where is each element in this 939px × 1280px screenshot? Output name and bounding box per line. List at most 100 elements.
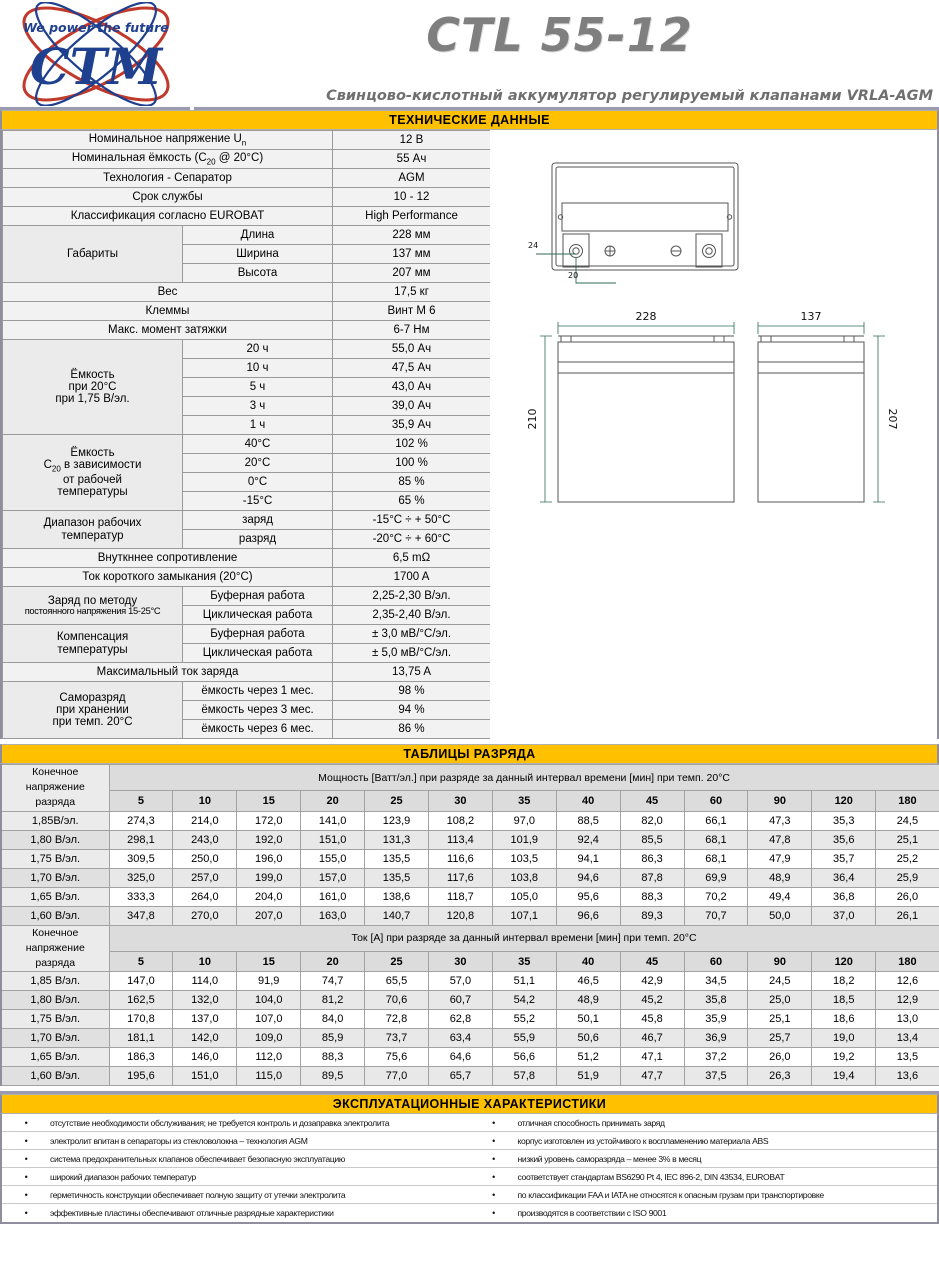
- row-label: 20°C: [182, 453, 333, 473]
- section-spacer-2: [0, 1086, 939, 1092]
- row-label: Номинальное напряжение U: [88, 132, 242, 145]
- row-label: 3 ч: [182, 396, 333, 416]
- row-label: Длина: [182, 225, 333, 245]
- cell: 157,0: [300, 867, 366, 888]
- feature-text: электролит впитан в сепараторы из стекло…: [50, 1135, 308, 1146]
- cell: 25,9: [875, 867, 939, 888]
- temp-comp-line-1: Компенсация: [56, 631, 129, 644]
- group-label-capacity: Ёмкость при 20°C при 1,75 В/эл.: [2, 339, 183, 435]
- cell: 70,7: [683, 905, 749, 926]
- cell: 123,9: [364, 810, 429, 831]
- row-label: 1,85В/эл.: [0, 810, 110, 831]
- features-section: • отсутствие необходимости обслуживания;…: [0, 1114, 939, 1225]
- row-value: ± 3,0 мВ/°C/эл.: [332, 624, 491, 644]
- cell: 63,4: [427, 1028, 493, 1049]
- row-label: Макс. момент затяжки: [2, 320, 333, 340]
- table-row: Саморазряд при хранении при темп. 20°C ё…: [2, 681, 491, 739]
- cell: 13,5: [875, 1047, 939, 1068]
- page-header: We power the future CTM CTL 55-12 Свинцо…: [0, 0, 939, 110]
- cell: 95,6: [555, 886, 621, 907]
- cell: 146,0: [172, 1047, 238, 1068]
- section-spacer: [0, 739, 939, 744]
- features-right-column: • отличная способность принимать заряд •…: [469, 1114, 937, 1222]
- row-label: 1,65 В/эл.: [0, 1047, 110, 1068]
- table-row: 1,80 В/эл. 162,5 132,0 104,0 81,2 70,6 6…: [0, 990, 939, 1011]
- table-row: 1,65 В/эл. 186,3 146,0 112,0 88,3 75,6 6…: [0, 1047, 939, 1068]
- row-label: ёмкость через 1 мес.: [182, 681, 333, 701]
- row-label: Номинальная ёмкость (C: [71, 151, 207, 164]
- cell: 25,2: [875, 848, 939, 869]
- logo-wordmark: CTM: [30, 37, 164, 96]
- capacity-line-3: при 1,75 В/эл.: [55, 393, 130, 406]
- cell: 81,2: [300, 990, 366, 1011]
- cell: 26,1: [875, 905, 939, 926]
- row-label: 1,80 В/эл.: [0, 990, 110, 1011]
- bullet-icon: •: [24, 1135, 28, 1146]
- capacity-line-2: при 20°C: [68, 380, 117, 393]
- row-label: Ток короткого замыкания (20°C): [2, 567, 333, 587]
- cell: 274,3: [108, 810, 174, 831]
- power-table-title: Мощность [Ватт/эл.] при разряде за данны…: [108, 763, 939, 792]
- table-row: Срок службы 10 - 12: [2, 187, 491, 207]
- feature-text: герметичность конструкции обеспечивает п…: [50, 1189, 346, 1200]
- cell: 298,1: [108, 829, 174, 850]
- row-label: Буферная работа: [182, 624, 333, 644]
- cell: 107,0: [236, 1009, 302, 1030]
- cell: 26,0: [747, 1047, 813, 1068]
- row-value: 13,75 A: [332, 662, 491, 682]
- cell: 26,3: [747, 1066, 813, 1087]
- discharge-power-header-row: Конечное напряжение разряда Мощность [Ва…: [0, 763, 939, 812]
- row-label: 20 ч: [182, 339, 333, 359]
- row-label: 1,75 В/эл.: [0, 1009, 110, 1030]
- temp-capacity-c-sub: 20: [51, 464, 61, 474]
- table-row: Клеммы Винт M 6: [2, 301, 491, 321]
- table-row: 1,60 В/эл. 195,6 151,0 115,0 89,5 77,0 6…: [0, 1066, 939, 1087]
- cell: 103,5: [491, 848, 557, 869]
- cell: 55,9: [491, 1028, 557, 1049]
- col-header: 40: [555, 951, 621, 973]
- cell: 69,9: [683, 867, 749, 888]
- row-value: 207 мм: [332, 263, 491, 283]
- table-row: 5 ч 43,0 Ач: [3, 377, 491, 397]
- cell: 37,0: [811, 905, 877, 926]
- cell: 45,8: [619, 1009, 685, 1030]
- charge-line-2: постоянного напряжения 15-25°C: [24, 605, 161, 616]
- row-label: Буферная работа: [182, 586, 333, 606]
- cell: 108,2: [427, 810, 493, 831]
- cell: 186,3: [108, 1047, 174, 1068]
- row-value: 85 %: [332, 472, 491, 492]
- feature-text: низкий уровень саморазряда – менее 3% в …: [517, 1153, 702, 1164]
- cell: 264,0: [172, 886, 238, 907]
- bullet-icon: •: [24, 1171, 28, 1182]
- table-row: 3 ч 39,0 Ач: [3, 396, 491, 416]
- cell: 51,2: [555, 1047, 621, 1068]
- row-label: Циклическая работа: [182, 643, 333, 663]
- col-header: 90: [747, 790, 813, 812]
- cell: 162,5: [108, 990, 174, 1011]
- row-value: 100 %: [332, 453, 491, 473]
- cell: 12,6: [875, 971, 939, 992]
- cell: 116,6: [427, 848, 493, 869]
- cell: 50,6: [555, 1028, 621, 1049]
- table-row: 0°C 85 %: [3, 472, 491, 492]
- cell: 36,4: [811, 867, 877, 888]
- row-value: -20°C ÷ + 60°C: [332, 529, 491, 549]
- col-header: 15: [236, 790, 302, 812]
- cell: 75,6: [364, 1047, 429, 1068]
- table-row: Заряд по методу постоянного напряжения 1…: [2, 586, 491, 625]
- bullet-icon: •: [24, 1189, 28, 1200]
- row-label: Вес: [2, 282, 333, 302]
- cell: 13,0: [875, 1009, 939, 1030]
- row-label: Технология - Сепаратор: [2, 168, 333, 188]
- cell: 107,1: [491, 905, 557, 926]
- cell: 18,5: [811, 990, 877, 1011]
- col-header: 40: [555, 790, 621, 812]
- row-value: 137 мм: [332, 244, 491, 264]
- cell: 172,0: [236, 810, 302, 831]
- row-value: 94 %: [332, 700, 491, 720]
- list-item: • корпус изготовлен из устойчивого к вос…: [469, 1132, 937, 1151]
- bullet-icon: •: [24, 1117, 28, 1128]
- positive-terminal: [569, 244, 583, 258]
- col-header: 10: [172, 951, 238, 973]
